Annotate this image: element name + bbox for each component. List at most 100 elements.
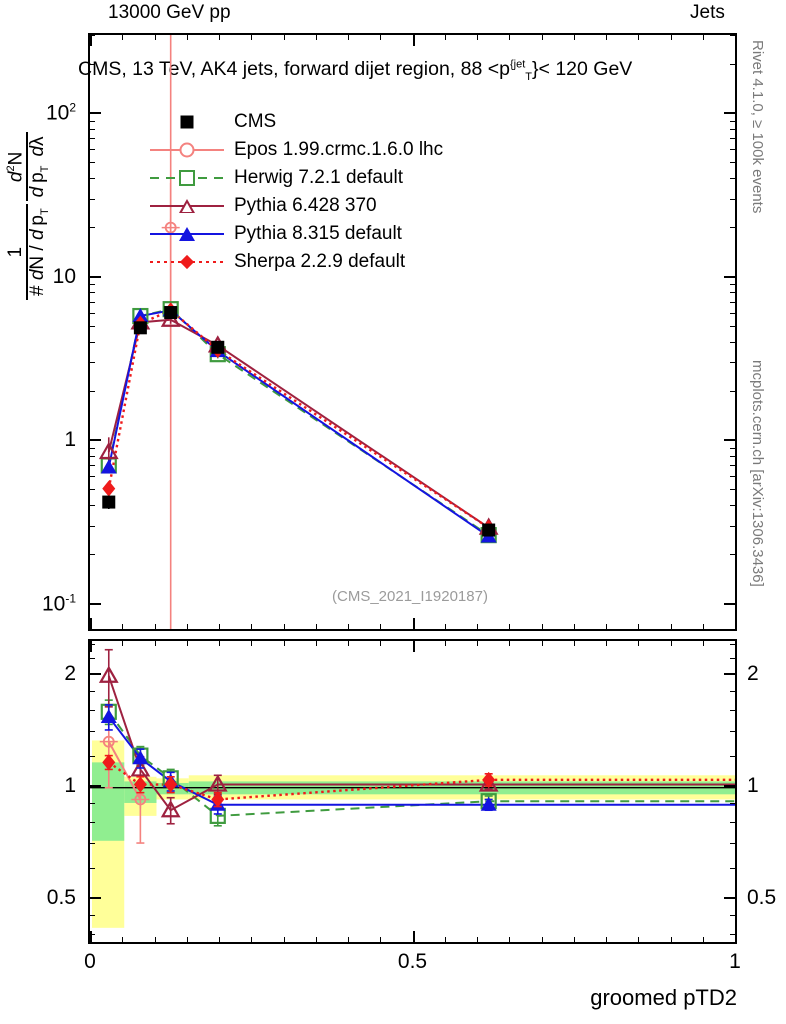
plot-title: CMS, 13 TeV, AK4 jets, forward dijet reg… bbox=[78, 58, 632, 83]
axis-tick bbox=[186, 937, 188, 944]
y-tick-label-ratio-right: 0.5 bbox=[747, 885, 777, 909]
axis-tick-minor bbox=[730, 292, 737, 294]
axis-tick bbox=[348, 639, 349, 646]
axis-tick bbox=[412, 639, 415, 652]
axis-tick bbox=[735, 931, 737, 944]
axis-tick bbox=[380, 33, 382, 40]
axis-tick-minor bbox=[730, 505, 737, 507]
axis-tick-minor bbox=[730, 690, 737, 692]
axis-tick-minor bbox=[730, 120, 737, 122]
main-plot-svg bbox=[98, 35, 499, 629]
axis-tick bbox=[573, 624, 575, 631]
axis-tick-minor bbox=[88, 447, 95, 449]
legend-item-4[interactable]: Pythia 8.315 default bbox=[150, 220, 443, 248]
axis-tick-minor bbox=[88, 149, 95, 151]
legend-item-3[interactable]: Pythia 6.428 370 bbox=[150, 192, 443, 220]
axis-tick-minor bbox=[88, 325, 95, 327]
axis-tick-minor bbox=[88, 505, 95, 507]
main-axis-ticks bbox=[88, 33, 737, 631]
axis-tick bbox=[573, 33, 575, 40]
axis-tick bbox=[88, 784, 101, 787]
legend-marker-triangle-open-icon bbox=[179, 199, 195, 213]
axis-tick-minor bbox=[88, 63, 95, 65]
axis-tick-minor bbox=[730, 843, 737, 845]
y-tick-label-ratio-right: 1 bbox=[747, 773, 759, 797]
legend-item-5[interactable]: Sherpa 2.2.9 default bbox=[150, 248, 443, 276]
axis-tick bbox=[509, 937, 511, 944]
axis-tick bbox=[315, 937, 317, 944]
plot-title-sup: {jet bbox=[509, 58, 526, 71]
axis-tick bbox=[251, 937, 253, 944]
legend-marker-square-filled-icon bbox=[180, 115, 194, 129]
axis-tick-minor bbox=[88, 489, 95, 491]
axis-tick bbox=[90, 618, 92, 631]
axis-tick bbox=[186, 33, 188, 40]
axis-tick-minor bbox=[730, 731, 737, 733]
x-tick-label: 0 bbox=[84, 950, 96, 973]
axis-tick-minor bbox=[730, 128, 737, 130]
axis-tick-minor bbox=[88, 525, 95, 527]
axis-tick bbox=[380, 639, 382, 646]
caption-mcplots: mcplots.cern.ch [arXiv:1306.3436] bbox=[749, 360, 766, 587]
axis-tick-minor bbox=[88, 120, 95, 122]
axis-tick-minor bbox=[88, 821, 95, 823]
axis-tick bbox=[670, 937, 672, 944]
axis-tick bbox=[477, 624, 478, 631]
axis-tick bbox=[186, 624, 188, 631]
legend-label: Herwig 7.2.1 default bbox=[234, 167, 403, 188]
header-category: Jets bbox=[690, 2, 725, 23]
x-tick-label: 0.5 bbox=[397, 950, 428, 973]
axis-tick bbox=[88, 275, 101, 278]
axis-tick bbox=[219, 624, 220, 631]
axis-tick bbox=[444, 33, 446, 40]
axis-tick-minor bbox=[88, 178, 95, 180]
axis-tick bbox=[638, 639, 640, 646]
axis-tick-minor bbox=[730, 525, 737, 527]
ratio-plot-svg bbox=[90, 648, 735, 928]
axis-tick bbox=[541, 624, 543, 631]
legend-marker-diamond-filled-icon bbox=[179, 254, 195, 270]
axis-tick bbox=[509, 624, 511, 631]
axis-tick-minor bbox=[88, 554, 95, 556]
axis-tick-minor bbox=[730, 447, 737, 449]
axis-tick bbox=[724, 602, 737, 605]
legend-item-0[interactable]: CMS bbox=[150, 108, 443, 136]
axis-tick bbox=[412, 931, 415, 944]
axis-tick bbox=[670, 624, 672, 631]
axis-tick bbox=[606, 624, 607, 631]
legend-key bbox=[150, 168, 224, 188]
axis-tick bbox=[444, 639, 446, 646]
axis-tick bbox=[186, 639, 188, 646]
axis-tick bbox=[444, 624, 446, 631]
axis-tick bbox=[348, 624, 349, 631]
axis-tick-minor bbox=[730, 709, 737, 711]
axis-tick bbox=[477, 937, 478, 944]
axis-tick bbox=[154, 624, 156, 631]
axis-tick bbox=[90, 931, 92, 944]
axis-tick-minor bbox=[88, 312, 95, 314]
axis-tick-minor bbox=[88, 465, 95, 467]
axis-tick bbox=[154, 639, 156, 646]
axis-tick-minor bbox=[730, 35, 737, 36]
ratio-plot-panel bbox=[88, 639, 737, 944]
axis-tick bbox=[122, 937, 124, 944]
y-tick-label-ratio: 1 bbox=[64, 773, 76, 797]
axis-tick-minor bbox=[88, 128, 95, 130]
axis-tick-minor bbox=[88, 476, 95, 478]
x-tick-label: 1 bbox=[729, 950, 741, 973]
axis-tick-minor bbox=[88, 341, 95, 343]
axis-tick-minor bbox=[88, 390, 95, 392]
legend-marker-triangle-filled-icon bbox=[179, 227, 195, 241]
axis-tick bbox=[90, 639, 92, 652]
axis-tick bbox=[380, 937, 382, 944]
axis-tick bbox=[735, 33, 737, 46]
axis-tick bbox=[573, 639, 575, 646]
legend-item-2[interactable]: Herwig 7.2.1 default bbox=[150, 164, 443, 192]
axis-tick bbox=[509, 639, 511, 646]
legend-item-1[interactable]: Epos 1.99.crmc.1.6.0 lhc bbox=[150, 136, 443, 164]
axis-tick bbox=[444, 937, 446, 944]
axis-tick bbox=[670, 33, 672, 40]
axis-tick bbox=[380, 624, 382, 631]
axis-tick-minor bbox=[730, 227, 737, 229]
axis-tick-minor bbox=[88, 709, 95, 711]
